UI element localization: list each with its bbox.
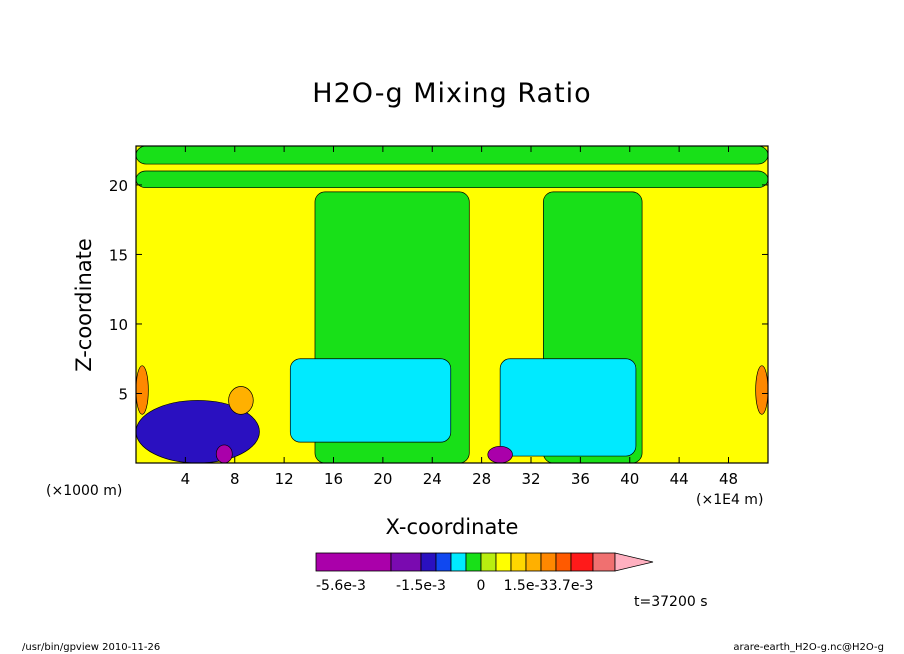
x-tick-label: 32	[521, 470, 540, 488]
y-tick-label: 10	[109, 316, 128, 334]
y-tick-label: 20	[109, 177, 128, 195]
colorbar-segment	[540, 552, 557, 572]
colorbar-segment	[465, 552, 482, 572]
colorbar-label: 0	[477, 578, 486, 594]
x-unit-secondary-label: (×1E4 m)	[696, 492, 764, 508]
x-tick-label: 16	[324, 470, 343, 488]
zone-orange-edge-left	[136, 365, 149, 415]
colorbar-segment	[420, 552, 437, 572]
colorbar-segment	[390, 552, 422, 572]
x-tick-label: 44	[670, 470, 689, 488]
x-unit-label: (×1000 m)	[46, 483, 123, 499]
x-tick-label: 36	[571, 470, 590, 488]
colorbar-extend-arrow	[614, 552, 654, 572]
colorbar-segment	[495, 552, 512, 572]
colorbar-label: -5.6e-3	[316, 578, 366, 594]
zone-cyan-right	[499, 358, 637, 457]
colorbar-segment	[570, 552, 594, 572]
x-tick-label: 12	[275, 470, 294, 488]
zone-orange-left	[228, 386, 254, 415]
x-tick-label: 28	[472, 470, 491, 488]
colorbar-label: 3.7e-3	[549, 578, 594, 594]
footer-left: /usr/bin/gpview 2010-11-26	[22, 642, 161, 653]
colorbar-segment	[525, 552, 542, 572]
x-axis: 4 8 12 16 20 24 28 32 36 40 44 48	[181, 146, 738, 488]
y-axis: 5 10 15 20	[109, 177, 768, 403]
colorbar-label: -1.5e-3	[396, 578, 446, 594]
x-axis-label: X-coordinate	[385, 515, 519, 539]
colorbar-segment	[450, 552, 467, 572]
zone-orange-edge-right	[755, 365, 768, 415]
footer-right: arare-earth_H2O-g.nc@H2O-g	[733, 642, 884, 653]
colorbar-segment	[480, 552, 497, 572]
zone-green-band	[136, 170, 768, 189]
x-tick-label: 20	[373, 470, 392, 488]
colorbar-segment	[555, 552, 572, 572]
zone-green-top	[136, 146, 768, 165]
time-label: t=37200 s	[634, 594, 708, 610]
x-tick-label: 8	[230, 470, 240, 488]
zone-purple-left	[215, 444, 233, 463]
colorbar-segment	[315, 552, 392, 572]
x-tick-label: 4	[181, 470, 191, 488]
colorbar-segment	[592, 552, 616, 572]
chart-title: H2O-g Mixing Ratio	[312, 78, 592, 109]
zone-purple-mid	[487, 445, 513, 463]
x-tick-label: 24	[423, 470, 442, 488]
plot-frame	[135, 145, 769, 464]
colorbar-segment	[510, 552, 527, 572]
zone-cyan-left	[289, 358, 452, 443]
colorbar: -5.6e-3 -1.5e-3 0 1.5e-3 3.7e-3	[315, 552, 654, 594]
x-tick-label: 40	[620, 470, 639, 488]
y-tick-label: 5	[118, 385, 128, 403]
colorbar-label: 1.5e-3	[504, 578, 549, 594]
contour-field	[136, 146, 768, 463]
y-tick-label: 15	[109, 246, 128, 264]
x-tick-label: 48	[719, 470, 738, 488]
colorbar-segment	[435, 552, 452, 572]
